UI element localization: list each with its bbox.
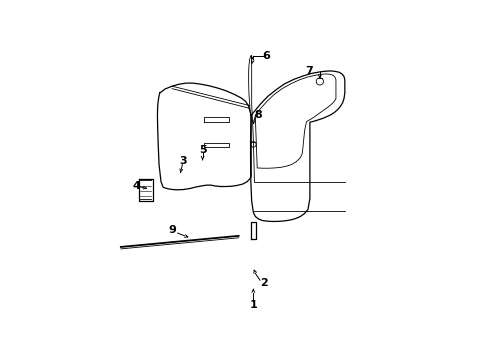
Text: 6: 6 [263, 51, 270, 61]
Text: 1: 1 [249, 300, 257, 310]
Text: 7: 7 [305, 66, 313, 76]
Text: 2: 2 [260, 278, 268, 288]
Text: 8: 8 [254, 110, 262, 120]
Text: 9: 9 [168, 225, 176, 235]
Text: 5: 5 [199, 145, 206, 155]
Text: 3: 3 [179, 156, 187, 166]
Text: 4: 4 [132, 181, 140, 191]
